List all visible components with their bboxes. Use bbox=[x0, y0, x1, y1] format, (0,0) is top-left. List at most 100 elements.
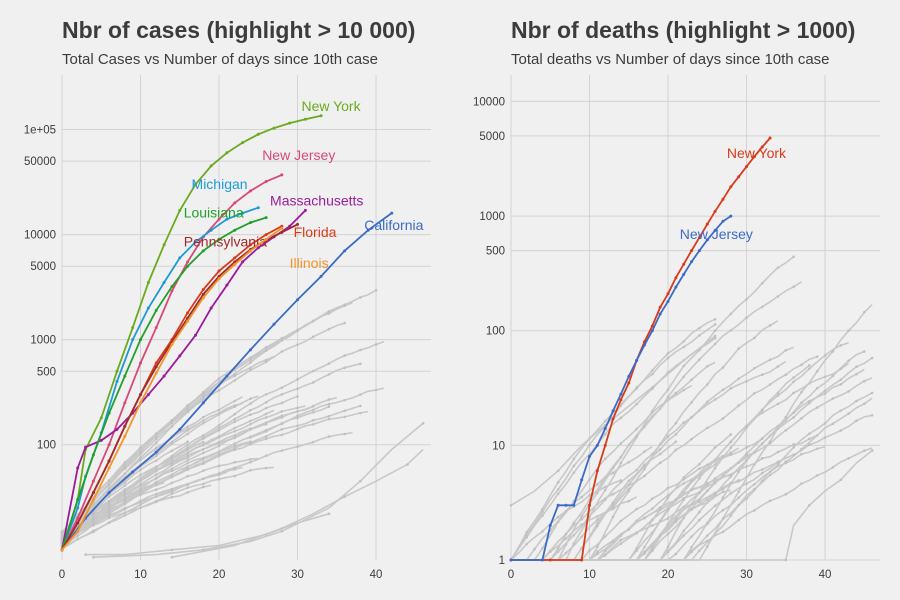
background-point bbox=[713, 318, 717, 321]
background-point bbox=[572, 533, 576, 537]
background-point bbox=[588, 443, 591, 447]
background-point bbox=[107, 505, 111, 509]
series-point bbox=[248, 221, 252, 225]
background-point bbox=[611, 503, 615, 507]
background-point bbox=[233, 436, 237, 440]
background-series-line bbox=[511, 437, 763, 561]
series-label: Michigan bbox=[192, 176, 248, 192]
background-point bbox=[170, 548, 174, 552]
background-point bbox=[186, 468, 189, 472]
background-point bbox=[737, 461, 740, 464]
background-point bbox=[808, 401, 811, 405]
background-point bbox=[643, 474, 646, 478]
series-illinois: Illinois bbox=[60, 226, 329, 552]
background-point bbox=[658, 533, 662, 537]
background-point bbox=[588, 493, 591, 497]
series-point bbox=[76, 516, 80, 520]
background-point bbox=[784, 415, 788, 419]
background-point bbox=[745, 465, 748, 468]
background-point bbox=[233, 372, 237, 376]
background-point bbox=[327, 362, 331, 365]
background-point bbox=[690, 479, 693, 483]
background-point bbox=[839, 383, 843, 386]
background-point bbox=[311, 419, 315, 422]
background-point bbox=[76, 537, 80, 541]
background-point bbox=[651, 386, 654, 389]
background-point bbox=[611, 471, 615, 475]
series-point bbox=[91, 491, 95, 495]
series-point bbox=[107, 443, 111, 447]
background-point bbox=[776, 460, 780, 464]
background-point bbox=[847, 359, 850, 363]
background-point bbox=[170, 418, 174, 422]
background-point bbox=[745, 446, 748, 449]
background-point bbox=[635, 386, 638, 389]
series-point bbox=[303, 117, 307, 121]
background-point bbox=[658, 448, 662, 451]
background-point bbox=[666, 486, 670, 490]
background-point bbox=[107, 509, 111, 512]
background-series-line bbox=[61, 405, 330, 547]
background-point bbox=[343, 398, 346, 402]
background-point bbox=[705, 534, 709, 537]
x-tick-label: 30 bbox=[291, 569, 304, 581]
background-point bbox=[296, 424, 299, 428]
background-point bbox=[705, 426, 709, 430]
background-point bbox=[674, 552, 678, 556]
background-series-line bbox=[511, 457, 787, 561]
background-point bbox=[249, 458, 252, 461]
background-point bbox=[107, 495, 111, 498]
background-point bbox=[674, 391, 678, 395]
background-point bbox=[264, 454, 268, 458]
series-point bbox=[682, 262, 686, 266]
background-point bbox=[666, 395, 670, 399]
background-point bbox=[745, 298, 748, 301]
background-point bbox=[217, 454, 221, 458]
background-point bbox=[658, 508, 662, 511]
series-label: New Jersey bbox=[680, 226, 753, 242]
background-point bbox=[721, 496, 725, 499]
series-point bbox=[193, 333, 197, 337]
background-point bbox=[682, 497, 686, 500]
series-point bbox=[178, 354, 182, 358]
background-point bbox=[170, 456, 174, 460]
y-tick-label: 10 bbox=[492, 440, 505, 452]
series-point bbox=[580, 558, 584, 562]
background-point bbox=[870, 391, 874, 395]
deaths-subtitle: Total deaths vs Number of days since 10t… bbox=[511, 51, 830, 68]
background-point bbox=[84, 553, 87, 556]
background-point bbox=[635, 507, 638, 511]
background-point bbox=[666, 517, 670, 520]
background-point bbox=[635, 546, 638, 550]
series-point bbox=[233, 228, 237, 232]
background-point bbox=[139, 503, 142, 506]
background-point bbox=[776, 365, 780, 368]
background-point bbox=[643, 545, 646, 549]
series-point bbox=[705, 222, 709, 226]
y-tick-label: 5000 bbox=[30, 261, 56, 273]
series-point bbox=[564, 503, 568, 507]
series-point bbox=[572, 503, 576, 507]
series-point bbox=[745, 165, 749, 169]
background-point bbox=[839, 478, 843, 482]
series-point bbox=[264, 179, 268, 183]
series-point bbox=[548, 523, 552, 527]
background-point bbox=[556, 547, 560, 550]
background-point bbox=[264, 430, 268, 433]
background-series-line bbox=[61, 395, 298, 538]
background-point bbox=[154, 435, 158, 438]
series-label: New York bbox=[727, 145, 787, 161]
background-series-line bbox=[511, 447, 873, 561]
background-point bbox=[233, 442, 237, 445]
y-tick-label: 1000 bbox=[479, 211, 505, 223]
background-point bbox=[202, 419, 205, 422]
background-point bbox=[296, 406, 299, 410]
series-point bbox=[272, 126, 276, 130]
background-point bbox=[170, 440, 174, 444]
background-point bbox=[792, 376, 795, 379]
background-point bbox=[359, 393, 362, 396]
series-point bbox=[658, 305, 662, 309]
background-point bbox=[217, 464, 221, 468]
series-point bbox=[619, 398, 623, 402]
background-point bbox=[815, 474, 819, 477]
